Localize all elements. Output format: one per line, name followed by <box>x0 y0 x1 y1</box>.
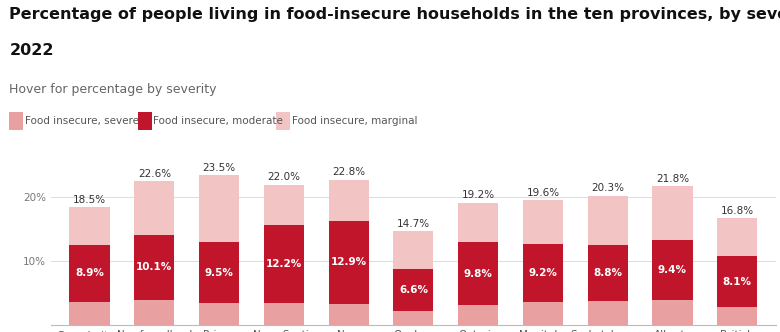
Text: Food insecure, marginal: Food insecure, marginal <box>292 116 417 126</box>
Text: Food insecure, severe: Food insecure, severe <box>25 116 139 126</box>
Text: 12.2%: 12.2% <box>266 259 302 269</box>
Text: 9.8%: 9.8% <box>464 269 493 279</box>
Bar <box>328 304 369 325</box>
Text: 8.8%: 8.8% <box>594 268 622 278</box>
Text: 8.9%: 8.9% <box>75 268 104 278</box>
Text: 9.5%: 9.5% <box>204 268 233 278</box>
Bar <box>328 221 369 304</box>
Text: 23.5%: 23.5% <box>203 163 236 173</box>
Text: 2022: 2022 <box>9 43 54 58</box>
Bar <box>458 203 498 242</box>
Bar <box>458 305 498 325</box>
Bar <box>199 242 239 303</box>
Bar <box>523 302 563 325</box>
Text: 8.1%: 8.1% <box>723 277 752 287</box>
Bar <box>199 303 239 325</box>
Text: 18.5%: 18.5% <box>73 195 106 205</box>
Text: 12.9%: 12.9% <box>331 257 367 267</box>
Bar <box>393 231 434 269</box>
Bar <box>523 243 563 302</box>
Bar <box>264 225 304 303</box>
Text: 10.1%: 10.1% <box>136 263 172 273</box>
Bar <box>652 240 693 300</box>
Text: 19.2%: 19.2% <box>462 190 495 200</box>
Text: 9.4%: 9.4% <box>658 265 687 275</box>
Bar <box>134 235 175 300</box>
Bar <box>264 185 304 225</box>
Bar <box>717 256 757 307</box>
Bar <box>652 186 693 240</box>
Bar <box>717 218 757 256</box>
Text: 6.6%: 6.6% <box>399 285 428 295</box>
Text: Hover for percentage by severity: Hover for percentage by severity <box>9 83 217 96</box>
Bar <box>393 269 434 311</box>
Bar <box>587 301 628 325</box>
Bar <box>69 302 110 325</box>
Text: 20.3%: 20.3% <box>591 183 624 193</box>
Text: 14.7%: 14.7% <box>397 219 430 229</box>
Bar <box>69 207 110 245</box>
Bar <box>134 300 175 325</box>
Text: 22.0%: 22.0% <box>268 172 300 183</box>
Text: 16.8%: 16.8% <box>721 206 753 216</box>
Text: 21.8%: 21.8% <box>656 174 689 184</box>
Bar <box>264 303 304 325</box>
Bar <box>523 200 563 243</box>
Bar <box>134 181 175 235</box>
Bar <box>587 245 628 301</box>
Text: Percentage of people living in food-insecure households in the ten provinces, by: Percentage of people living in food-inse… <box>9 7 780 22</box>
Bar <box>199 175 239 242</box>
Bar <box>69 245 110 302</box>
Bar <box>717 307 757 325</box>
Text: 9.2%: 9.2% <box>529 268 558 278</box>
Text: 22.6%: 22.6% <box>138 169 171 179</box>
Text: 22.8%: 22.8% <box>332 167 365 177</box>
Text: 19.6%: 19.6% <box>526 188 559 198</box>
Bar <box>458 242 498 305</box>
Bar <box>393 311 434 325</box>
Bar <box>652 300 693 325</box>
Bar <box>328 180 369 221</box>
Bar <box>587 196 628 245</box>
Text: Food insecure, moderate: Food insecure, moderate <box>153 116 283 126</box>
